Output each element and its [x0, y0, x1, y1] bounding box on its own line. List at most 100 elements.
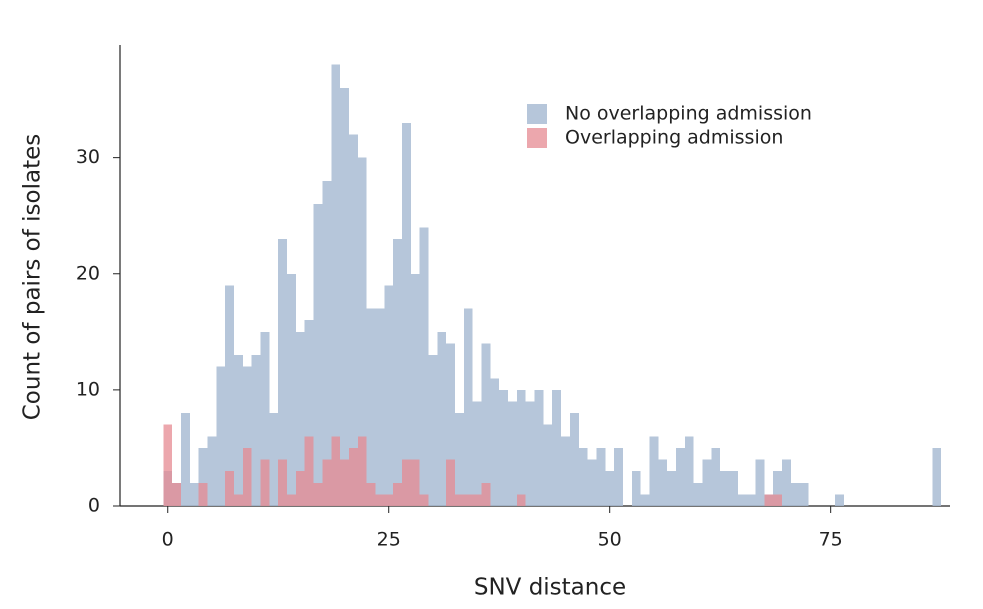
- bar: [269, 413, 279, 506]
- bar: [198, 482, 208, 506]
- bar: [234, 355, 243, 506]
- bar: [340, 459, 349, 506]
- bar: [384, 494, 394, 506]
- bar: [225, 471, 235, 506]
- bar: [189, 482, 199, 506]
- bar: [799, 482, 809, 506]
- bar: [534, 389, 544, 506]
- bar: [331, 436, 341, 506]
- x-tick-label: 25: [377, 529, 401, 551]
- bar: [366, 482, 376, 506]
- y-tick-label: 20: [76, 262, 100, 284]
- bar: [481, 343, 491, 506]
- bar: [419, 494, 429, 506]
- bar: [242, 366, 252, 506]
- bar: [340, 87, 349, 507]
- bar: [393, 482, 402, 506]
- bar: [207, 436, 217, 506]
- bar: [596, 447, 606, 506]
- bar: [278, 459, 288, 506]
- bar: [401, 122, 411, 506]
- bar: [260, 459, 270, 506]
- legend-swatch: [527, 104, 547, 124]
- y-tick-label: 0: [88, 495, 100, 517]
- bar: [331, 64, 341, 507]
- bar: [569, 413, 579, 506]
- bar: [357, 436, 367, 506]
- x-tick-label: 75: [819, 529, 843, 551]
- bar: [313, 482, 323, 506]
- bar: [375, 494, 385, 506]
- bar: [578, 447, 588, 506]
- bar: [587, 459, 597, 506]
- bar: [287, 273, 296, 506]
- bar: [932, 447, 942, 506]
- bar: [790, 482, 800, 506]
- x-axis-title: SNV distance: [474, 575, 626, 601]
- bar: [225, 285, 235, 506]
- bar: [499, 389, 509, 506]
- bar: [463, 494, 473, 506]
- bar: [348, 447, 358, 506]
- bar: [729, 471, 738, 506]
- bar: [782, 459, 791, 506]
- bar: [684, 436, 694, 506]
- bar: [516, 494, 526, 506]
- bar: [304, 320, 314, 506]
- bar: [490, 378, 500, 506]
- bar: [508, 401, 517, 506]
- bar: [667, 471, 676, 506]
- bar: [410, 273, 420, 506]
- bar: [561, 436, 570, 506]
- bar: [835, 494, 844, 506]
- legend-swatch: [527, 128, 547, 148]
- bar: [658, 459, 668, 506]
- y-axis-title: Count of pairs of isolates: [20, 134, 46, 421]
- bar: [437, 331, 447, 506]
- bar: [446, 343, 456, 506]
- bar: [746, 494, 756, 506]
- bar: [516, 389, 526, 506]
- bar: [348, 134, 358, 507]
- bar: [428, 355, 438, 506]
- bar: [463, 308, 473, 506]
- bar: [649, 436, 659, 506]
- bar: [614, 447, 623, 506]
- bar: [675, 447, 685, 506]
- bar: [163, 424, 173, 506]
- bar: [295, 331, 305, 506]
- bar: [640, 494, 650, 506]
- bar: [693, 482, 703, 506]
- x-tick-label: 0: [162, 529, 174, 551]
- bar: [384, 285, 394, 506]
- bar: [552, 389, 562, 506]
- bar: [711, 447, 721, 506]
- bar: [172, 482, 181, 506]
- bar: [472, 494, 482, 506]
- bar: [410, 459, 420, 506]
- bar: [720, 471, 730, 506]
- x-tick-label: 50: [598, 529, 622, 551]
- bar: [543, 424, 553, 506]
- bar: [446, 459, 456, 506]
- bar: [260, 331, 270, 506]
- bar: [605, 471, 615, 506]
- bar: [322, 459, 332, 506]
- bar: [375, 308, 385, 506]
- bar: [764, 494, 774, 506]
- bar: [631, 471, 641, 506]
- y-tick-label: 30: [76, 146, 100, 168]
- bar: [773, 471, 783, 506]
- bar: [180, 413, 190, 506]
- bar: [419, 227, 429, 507]
- bar: [304, 436, 314, 506]
- bar: [737, 494, 747, 506]
- y-tick-label: 10: [76, 378, 100, 400]
- bar: [216, 366, 226, 506]
- bar: [295, 471, 305, 506]
- bar: [251, 355, 261, 506]
- bar: [278, 238, 288, 506]
- bar: [755, 459, 765, 506]
- bar: [702, 459, 712, 506]
